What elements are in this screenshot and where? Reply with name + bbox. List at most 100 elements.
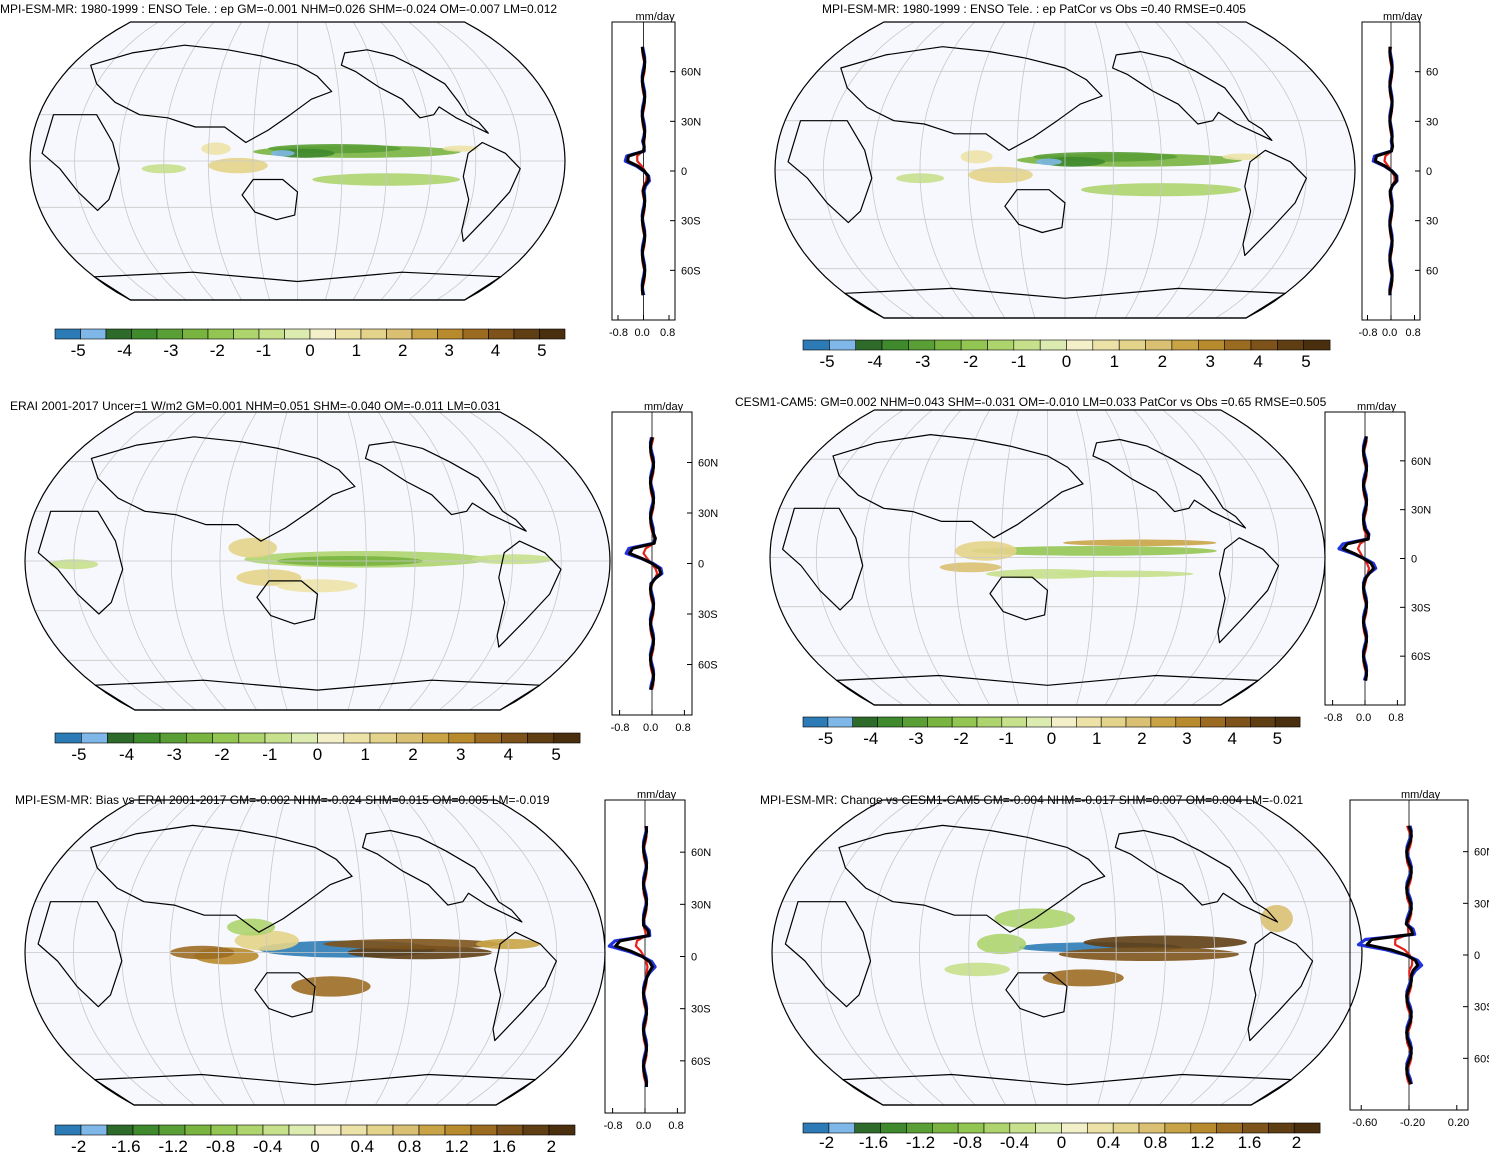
coastline-americaN bbox=[1112, 51, 1273, 141]
colorbar-label: 2 bbox=[1158, 352, 1167, 371]
anomaly-region bbox=[291, 976, 371, 997]
colorbar-swatch bbox=[1293, 1122, 1321, 1134]
colorbar-label: 0 bbox=[1047, 729, 1056, 748]
colorbar-swatch bbox=[1001, 716, 1027, 728]
lat-tick-label: 0 bbox=[1426, 166, 1432, 178]
zonal-curve-obs bbox=[1337, 435, 1378, 682]
coastline-africa bbox=[787, 120, 873, 224]
colorbar-label: -2 bbox=[71, 1137, 86, 1156]
lat-tick-label: 30 bbox=[1426, 216, 1438, 228]
colorbar-swatch bbox=[106, 1124, 134, 1136]
colorbar-swatch bbox=[1112, 1122, 1140, 1134]
colorbar-swatch bbox=[1303, 339, 1331, 351]
colorbar-label: -4 bbox=[863, 729, 878, 748]
colorbar-swatch bbox=[957, 1122, 985, 1134]
colorbar-label: -4 bbox=[117, 341, 132, 360]
colorbar-label: 1.2 bbox=[445, 1137, 469, 1156]
lat-tick-label: 30S bbox=[1474, 1002, 1489, 1014]
colorbar-swatch bbox=[54, 732, 82, 744]
lat-tick-label: 30S bbox=[698, 609, 718, 621]
colorbar-label: 4 bbox=[1253, 352, 1262, 371]
colorbar-swatch bbox=[902, 716, 928, 728]
colorbar-label: -1.6 bbox=[859, 1133, 888, 1152]
panel-3: mm/day 60N 30N 0 30S 60S -0.8 0.0 0.8 -5 -4 -3 -2 -1 0… bbox=[24, 401, 718, 764]
colorbar-swatch bbox=[340, 1124, 368, 1136]
lat-tick-label: 30N bbox=[691, 899, 711, 911]
panel-title: CESM1-CAM5: GM=0.002 NHM=0.043 SHM=-0.03… bbox=[735, 395, 1327, 409]
colorbar-swatch bbox=[1145, 339, 1173, 351]
coastline-eurasia bbox=[90, 44, 333, 144]
zonal-x-tick-label: 0.0 bbox=[1356, 712, 1371, 724]
colorbar-label: 3 bbox=[444, 341, 453, 360]
colorbar-label: 5 bbox=[551, 745, 560, 764]
colorbar-swatch bbox=[238, 732, 266, 744]
colorbar-swatch bbox=[934, 339, 962, 351]
panel-title: MPI-ESM-MR: Bias vs ERAI 2001-2017 GM=-0… bbox=[15, 793, 550, 807]
colorbar-swatch bbox=[386, 328, 413, 340]
zonal-x-tick-label: -0.8 bbox=[611, 722, 630, 734]
panel-2: mm/day 60 30 0 30 60 -0.8 0.0 0.8 -5 -4 -3 -2 -1 0 1 2 3 4… bbox=[774, 11, 1438, 371]
anomaly-region bbox=[939, 562, 1002, 573]
zonal-x-tick-label: -0.60 bbox=[1352, 1117, 1377, 1129]
colorbar-swatch bbox=[855, 339, 883, 351]
anomaly-region bbox=[228, 537, 277, 558]
colorbar-label: -4 bbox=[867, 352, 882, 371]
zonal-curve-model bbox=[628, 436, 663, 691]
colorbar-label: 1 bbox=[1092, 729, 1101, 748]
colorbar-swatch bbox=[1013, 339, 1041, 351]
colorbar-swatch bbox=[418, 1124, 446, 1136]
colorbar-label: 2 bbox=[398, 341, 407, 360]
colorbar-label: 2 bbox=[408, 745, 417, 764]
anomaly-region bbox=[208, 157, 268, 174]
zonal-x-tick-label: 0.0 bbox=[1382, 327, 1397, 339]
colorbar-swatch bbox=[553, 732, 581, 744]
colorbar-label: -2 bbox=[963, 352, 978, 371]
zonal-x-tick-label: 0.8 bbox=[1405, 327, 1420, 339]
colorbar-swatch bbox=[80, 1124, 108, 1136]
coastline-americaN bbox=[340, 49, 489, 134]
colorbar-swatch bbox=[1092, 339, 1120, 351]
map-border bbox=[774, 21, 1356, 319]
zonal-curve-model bbox=[626, 46, 650, 296]
coastline-americaS bbox=[492, 931, 557, 1042]
lat-tick-label: 30N bbox=[681, 116, 701, 128]
colorbar-swatch bbox=[880, 1122, 907, 1134]
zonal-x-tick-label: 0.0 bbox=[636, 1120, 651, 1132]
colorbar-label: -0.4 bbox=[1000, 1133, 1029, 1152]
colorbar-swatch bbox=[852, 716, 878, 728]
colorbar-label: 3 bbox=[456, 745, 465, 764]
colorbar-swatch bbox=[1268, 1122, 1295, 1134]
lat-tick-label: 30S bbox=[681, 216, 701, 228]
lat-tick-label: 60S bbox=[1474, 1053, 1489, 1065]
colorbar-label: 0 bbox=[310, 1137, 319, 1156]
colorbar-swatch bbox=[184, 1124, 212, 1136]
colorbar-swatch bbox=[539, 328, 566, 340]
colorbar-label: -1.2 bbox=[906, 1133, 935, 1152]
colorbar-swatch bbox=[207, 328, 234, 340]
colorbar-label: -3 bbox=[908, 729, 923, 748]
coastline-americaN bbox=[1092, 438, 1247, 529]
coastline-australia bbox=[1004, 189, 1066, 234]
colorbar-label: -3 bbox=[167, 745, 182, 764]
colorbar-label: -1 bbox=[256, 341, 271, 360]
colorbar-label: 3 bbox=[1182, 729, 1191, 748]
colorbar-swatch bbox=[854, 1122, 881, 1134]
colorbar-swatch bbox=[366, 1124, 394, 1136]
coastline-africa bbox=[782, 507, 864, 611]
map-border bbox=[29, 21, 566, 301]
colorbar-label: 2 bbox=[547, 1137, 556, 1156]
lat-tick-label: 60S bbox=[691, 1056, 711, 1068]
anomaly-region bbox=[270, 150, 295, 157]
lat-tick-label: 30N bbox=[698, 508, 718, 520]
zonal-x-tick-label: -0.8 bbox=[1324, 712, 1343, 724]
colorbar-swatch bbox=[908, 339, 936, 351]
zonal-curve-obs bbox=[1356, 825, 1424, 1085]
lat-tick-label: 0 bbox=[681, 166, 687, 178]
zonal-curve-model bbox=[614, 825, 654, 1087]
colorbar-swatch bbox=[1066, 339, 1094, 351]
colorbar-label: -2 bbox=[210, 341, 225, 360]
anomaly-region bbox=[201, 142, 231, 155]
zonal-unit-label: mm/day bbox=[644, 401, 684, 413]
colorbar-swatch bbox=[926, 716, 953, 728]
